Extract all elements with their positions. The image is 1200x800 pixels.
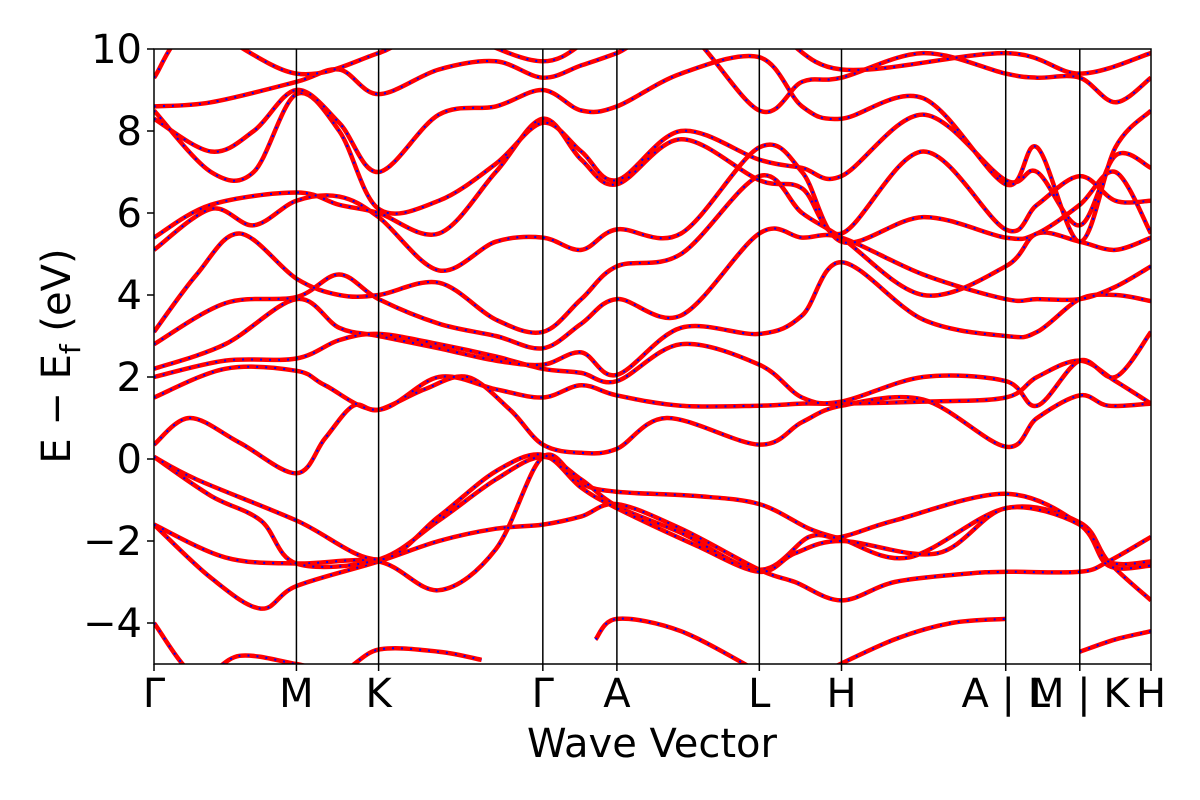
band-19-red	[1079, 629, 1151, 654]
x-axis-title: Wave Vector	[527, 721, 778, 767]
band-2-blue	[154, 455, 1151, 571]
y-tick-label-1: 8	[117, 109, 142, 155]
band-3-blue	[154, 453, 1151, 573]
band-8-blue	[154, 227, 1151, 350]
band-6-blue	[154, 331, 1151, 407]
k-point-divider-lines	[295, 49, 1081, 664]
band-13-red	[154, 53, 1151, 244]
y-tick-label-7: −4	[83, 601, 142, 647]
y-axis-title: E − Ef (eV)	[34, 248, 87, 463]
band-16-red	[154, 621, 483, 664]
y-axis-title-suffix: (eV)	[34, 248, 80, 344]
y-tick-label-0: 10	[91, 27, 142, 73]
band-5-red	[154, 358, 1151, 413]
band-8-red	[154, 226, 1151, 351]
bands-layer	[154, 49, 1151, 664]
x-tick-label-3: Γ	[532, 671, 555, 717]
band-4-red	[154, 374, 1151, 476]
band-9-red	[154, 173, 1151, 335]
plot-frame	[153, 48, 1152, 665]
band-15-red	[154, 49, 1151, 80]
band-14-blue	[154, 49, 1151, 114]
y-tick-label-6: −2	[83, 519, 142, 565]
band-12-red	[154, 90, 1151, 228]
band-6-red	[154, 330, 1151, 409]
y-tick-label-4: 2	[117, 355, 142, 401]
x-tick-label-0: Γ	[143, 671, 166, 717]
y-axis-title-main: E − E	[34, 354, 80, 464]
band-5-blue	[154, 359, 1151, 411]
x-tick-label-2: K	[365, 671, 393, 717]
y-tick-label-3: 4	[117, 273, 142, 319]
band-0-red	[154, 501, 1151, 611]
band-10-blue	[154, 143, 1151, 272]
y-tick-label-2: 6	[117, 191, 142, 237]
y-tick-label-5: 0	[117, 437, 142, 483]
x-tick-label-5: L	[748, 671, 771, 717]
band-10-red	[154, 142, 1151, 273]
x-tick-label-1: M	[279, 671, 314, 717]
band-11-red	[154, 116, 1151, 240]
band-12-blue	[154, 91, 1151, 227]
band-15-blue	[154, 49, 1151, 79]
x-tick-label-6: H	[826, 671, 856, 717]
x-tick-label-9: H	[1136, 671, 1166, 717]
band-14-red	[154, 49, 1151, 115]
x-tick-label-8: M | K	[1030, 671, 1131, 717]
x-tick-label-7: A | L	[961, 671, 1050, 717]
y-axis-ticks: 10 8 6 4 2 0 −2 −4	[83, 27, 154, 647]
band-4-blue	[154, 375, 1151, 475]
band-17-red	[593, 616, 750, 664]
band-7-red	[154, 259, 1151, 378]
band-2-red	[154, 454, 1151, 572]
x-tick-label-4: A	[603, 671, 631, 717]
band-19-blue	[1079, 630, 1151, 653]
band-18-red	[835, 616, 1006, 664]
y-axis-title-subscript: f	[54, 343, 87, 354]
